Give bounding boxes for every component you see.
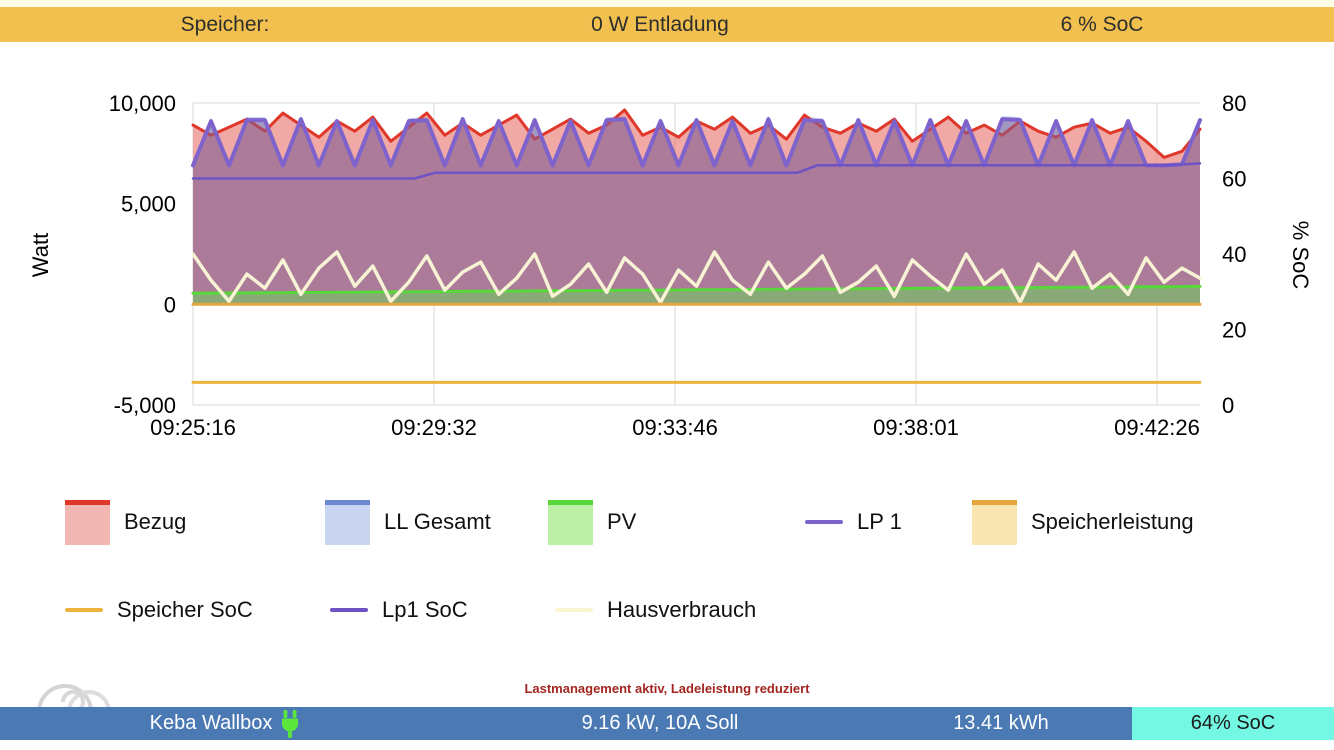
legend-item-bezug[interactable]: Bezug	[65, 496, 186, 548]
wallbox-status-bar[interactable]: Keba Wallbox 9.16 kW, 10A Soll 13.41 kWh…	[0, 707, 1334, 740]
legend-swatch-lp-1	[805, 520, 843, 524]
legend-label: LP 1	[857, 509, 902, 534]
wallbox-name-cell: Keba Wallbox	[0, 707, 450, 740]
legend-label: Speicherleistung	[1031, 509, 1194, 534]
svg-text:60: 60	[1222, 167, 1246, 192]
svg-text:0: 0	[1222, 393, 1234, 418]
wallbox-charge-power: 9.16 kW, 10A Soll	[581, 712, 739, 734]
svg-text:09:33:46: 09:33:46	[632, 415, 718, 440]
wallbox-soc-badge: 64% SoC	[1132, 707, 1334, 740]
battery-label: Speicher:	[180, 12, 270, 36]
svg-text:80: 80	[1222, 91, 1246, 116]
legend-swatch-speicher-soc	[65, 608, 103, 612]
load-management-alert: Lastmanagement aktiv, Ladeleistung reduz…	[524, 681, 810, 696]
legend-swatch-pv	[548, 499, 593, 545]
openwb-logo	[37, 684, 111, 712]
svg-text:20: 20	[1222, 318, 1246, 343]
svg-text:10,000: 10,000	[109, 91, 176, 116]
wallbox-charged-energy: 13.41 kWh	[953, 712, 1049, 734]
battery-power-value: 0 W Entladung	[591, 12, 729, 36]
svg-text:0: 0	[164, 292, 176, 317]
chart-canvas[interactable]: 10,000 5,000 0 -5,000 80 60 40 20 0 09:25:16 09:29…	[0, 55, 1334, 455]
legend-swatch-speicherleistung	[972, 499, 1017, 545]
svg-text:-5,000: -5,000	[114, 393, 176, 418]
svg-text:5,000: 5,000	[121, 192, 176, 217]
plug-icon	[282, 709, 299, 738]
legend-item-pv[interactable]: PV	[548, 496, 636, 548]
power-soc-chart[interactable]: 10,000 5,000 0 -5,000 80 60 40 20 0 09:25:16 09:29…	[0, 55, 1334, 455]
legend-row-lines: Speicher SoC Lp1 SoC Hausverbrauch	[0, 584, 1334, 636]
legend-item-ll-gesamt[interactable]: LL Gesamt	[325, 496, 491, 548]
svg-text:09:42:26: 09:42:26	[1114, 415, 1200, 440]
legend-swatch-bezug	[65, 499, 110, 545]
legend-label: Hausverbrauch	[607, 597, 757, 622]
top-strip	[0, 0, 1334, 7]
legend-item-speicher-soc[interactable]: Speicher SoC	[65, 584, 253, 636]
legend-label: Speicher SoC	[117, 597, 253, 622]
legend-label: Bezug	[124, 509, 187, 534]
legend-swatch-ll-gesamt	[325, 499, 370, 545]
legend-item-hausverbrauch[interactable]: Hausverbrauch	[555, 584, 756, 636]
svg-text:09:29:32: 09:29:32	[391, 415, 477, 440]
legend-item-lp-1[interactable]: LP 1	[805, 496, 902, 548]
svg-text:Watt: Watt	[28, 233, 53, 277]
legend-swatch-hausverbrauch	[555, 608, 593, 612]
battery-soc-value: 6 % SoC	[1060, 12, 1144, 36]
wallbox-name: Keba Wallbox	[149, 712, 273, 734]
svg-text:% SoC: % SoC	[1288, 221, 1313, 290]
chart-legend: Bezug LL Gesamt PV LP 1 Speicherleistung Spe…	[0, 470, 1334, 660]
battery-status-bar[interactable]: Speicher: 0 W Entladung 6 % SoC	[0, 7, 1334, 42]
legend-item-lp1-soc[interactable]: Lp1 SoC	[330, 584, 468, 636]
legend-label: LL Gesamt	[384, 509, 491, 534]
legend-label: PV	[607, 509, 637, 534]
svg-text:40: 40	[1222, 242, 1246, 267]
svg-text:09:38:01: 09:38:01	[873, 415, 959, 440]
legend-row-areas: Bezug LL Gesamt PV LP 1 Speicherleistung	[0, 496, 1334, 548]
svg-text:09:25:16: 09:25:16	[150, 415, 236, 440]
legend-label: Lp1 SoC	[382, 597, 468, 622]
legend-item-speicherleistung[interactable]: Speicherleistung	[972, 496, 1194, 548]
legend-swatch-lp1-soc	[330, 608, 368, 612]
